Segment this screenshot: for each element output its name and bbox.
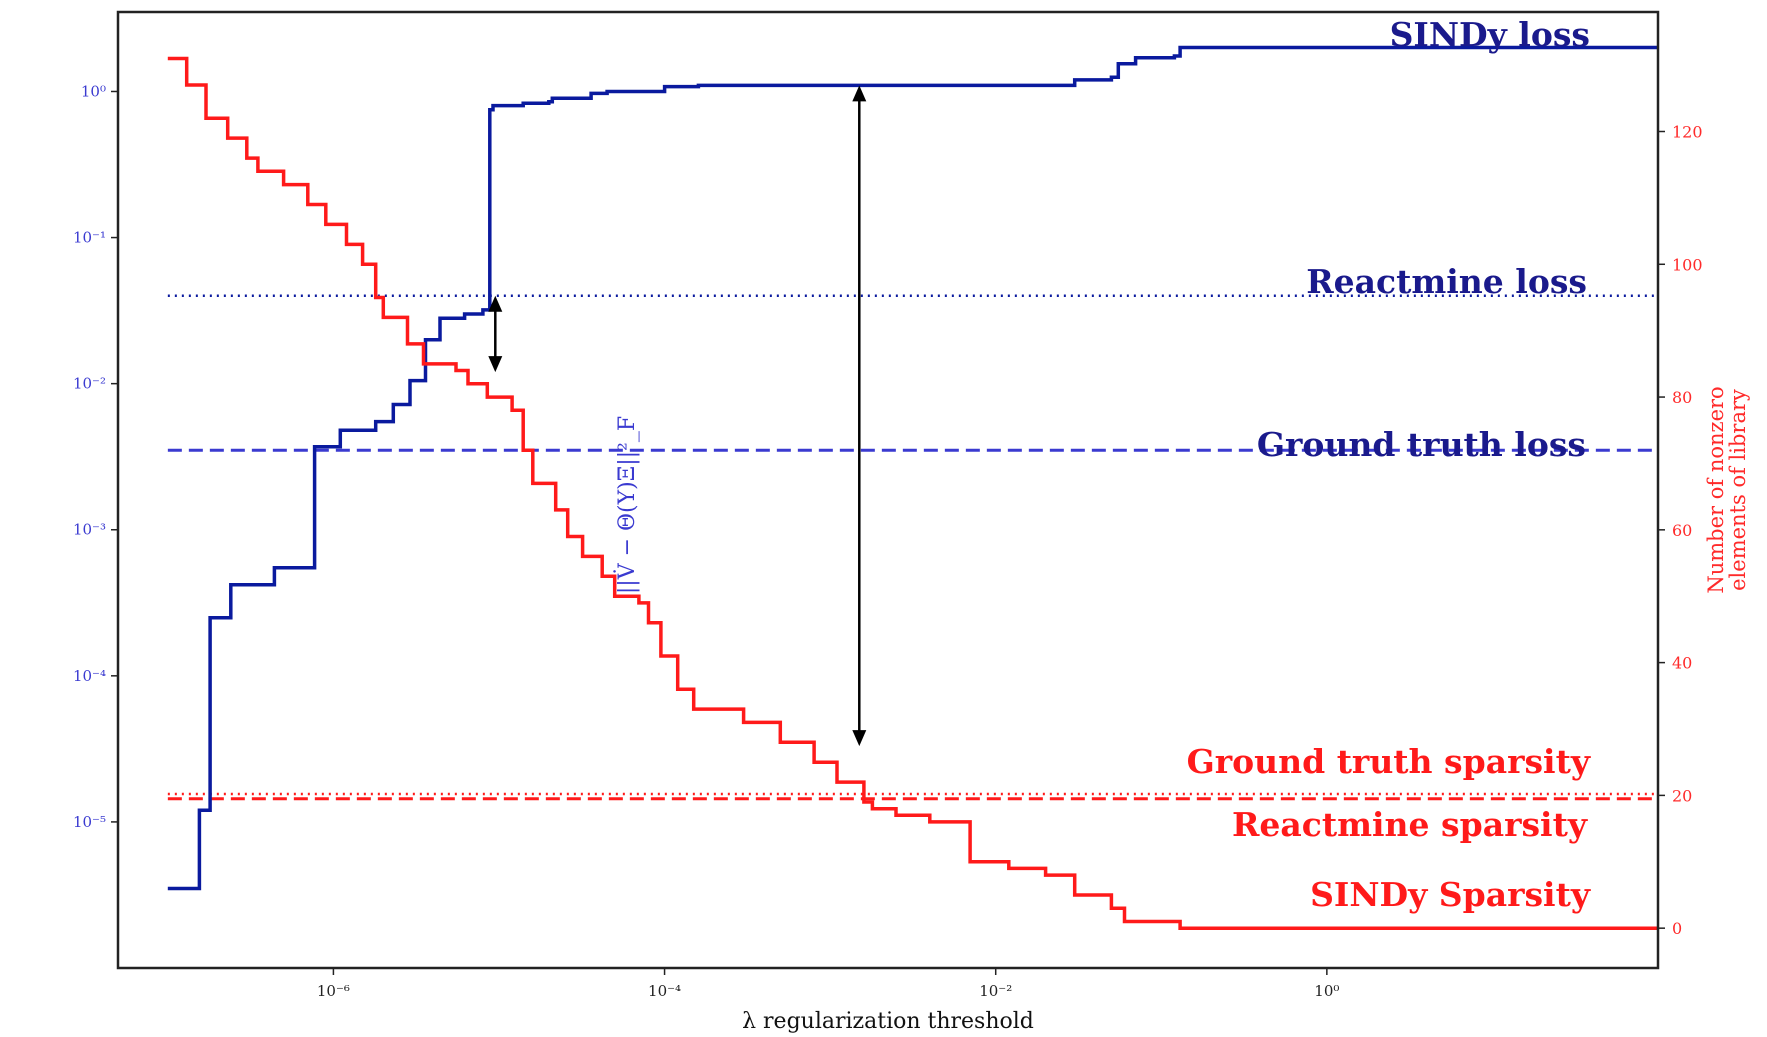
x-tick-label-2: 10⁻² xyxy=(979,982,1012,1000)
series-sindy-loss xyxy=(167,45,1658,891)
series-sindy-sparsity xyxy=(167,56,1658,930)
plot-frame xyxy=(116,10,1660,970)
right-tick-label-0: 0 xyxy=(1672,919,1682,938)
annotation-reactmine-loss: Reactmine loss xyxy=(1306,262,1587,301)
annotation-reactmine-sparsity: Reactmine sparsity xyxy=(1232,805,1588,844)
double-arrows xyxy=(488,85,867,747)
x-tick-label-3: 10⁰ xyxy=(1314,982,1339,1000)
reference-lines xyxy=(167,294,1658,801)
left-tick-label-5: 10⁻⁵ xyxy=(73,813,106,831)
left-tick-label-4: 10⁻⁴ xyxy=(73,667,106,685)
right-tick-label-2: 40 xyxy=(1672,654,1692,673)
series-lines xyxy=(167,45,1658,930)
arrow-head-bottom-0 xyxy=(488,356,503,373)
x-tick-label-1: 10⁻⁴ xyxy=(648,982,681,1000)
right-tick-label-5: 100 xyxy=(1672,255,1703,274)
arrow-head-bottom-1 xyxy=(852,730,867,747)
right-tick-label-6: 120 xyxy=(1672,123,1703,142)
annotation-ground-truth-loss: Ground truth loss xyxy=(1257,425,1586,464)
left-tick-label-1: 10⁻¹ xyxy=(73,229,106,247)
axes xyxy=(116,10,1660,970)
arrow-head-top-0 xyxy=(488,295,503,312)
left-axis-label: ||V̇ − Θ(Y)Ξ||²_F xyxy=(614,416,640,594)
left-tick-label-3: 10⁻³ xyxy=(73,521,106,539)
right-axis-label-line2: elements of library xyxy=(1726,389,1750,591)
right-tick-label-1: 20 xyxy=(1672,786,1692,805)
x-tick-label-0: 10⁻⁶ xyxy=(317,982,350,1000)
ticks: 10⁻⁶ 10⁻⁴ 10⁻² 10⁰ 10⁰ 10⁻¹ 10⁻² 10⁻³ 10⁻⁴ 10⁻⁵ 0 2… xyxy=(73,82,1703,1000)
x-axis-label: λ regularization threshold xyxy=(742,1009,1034,1034)
arrow-head-top-1 xyxy=(852,85,867,102)
left-tick-label-0: 10⁰ xyxy=(81,82,106,100)
left-tick-label-2: 10⁻² xyxy=(73,375,106,393)
right-axis-label-line1: Number of nonzero xyxy=(1704,386,1728,593)
annotation-sindy-loss: SINDy loss xyxy=(1390,15,1590,54)
right-tick-label-4: 80 xyxy=(1672,388,1692,407)
annotation-ground-truth-sparsity: Ground truth sparsity xyxy=(1187,742,1591,781)
right-tick-label-3: 60 xyxy=(1672,521,1692,540)
annotation-sindy-sparsity: SINDy Sparsity xyxy=(1310,875,1591,914)
